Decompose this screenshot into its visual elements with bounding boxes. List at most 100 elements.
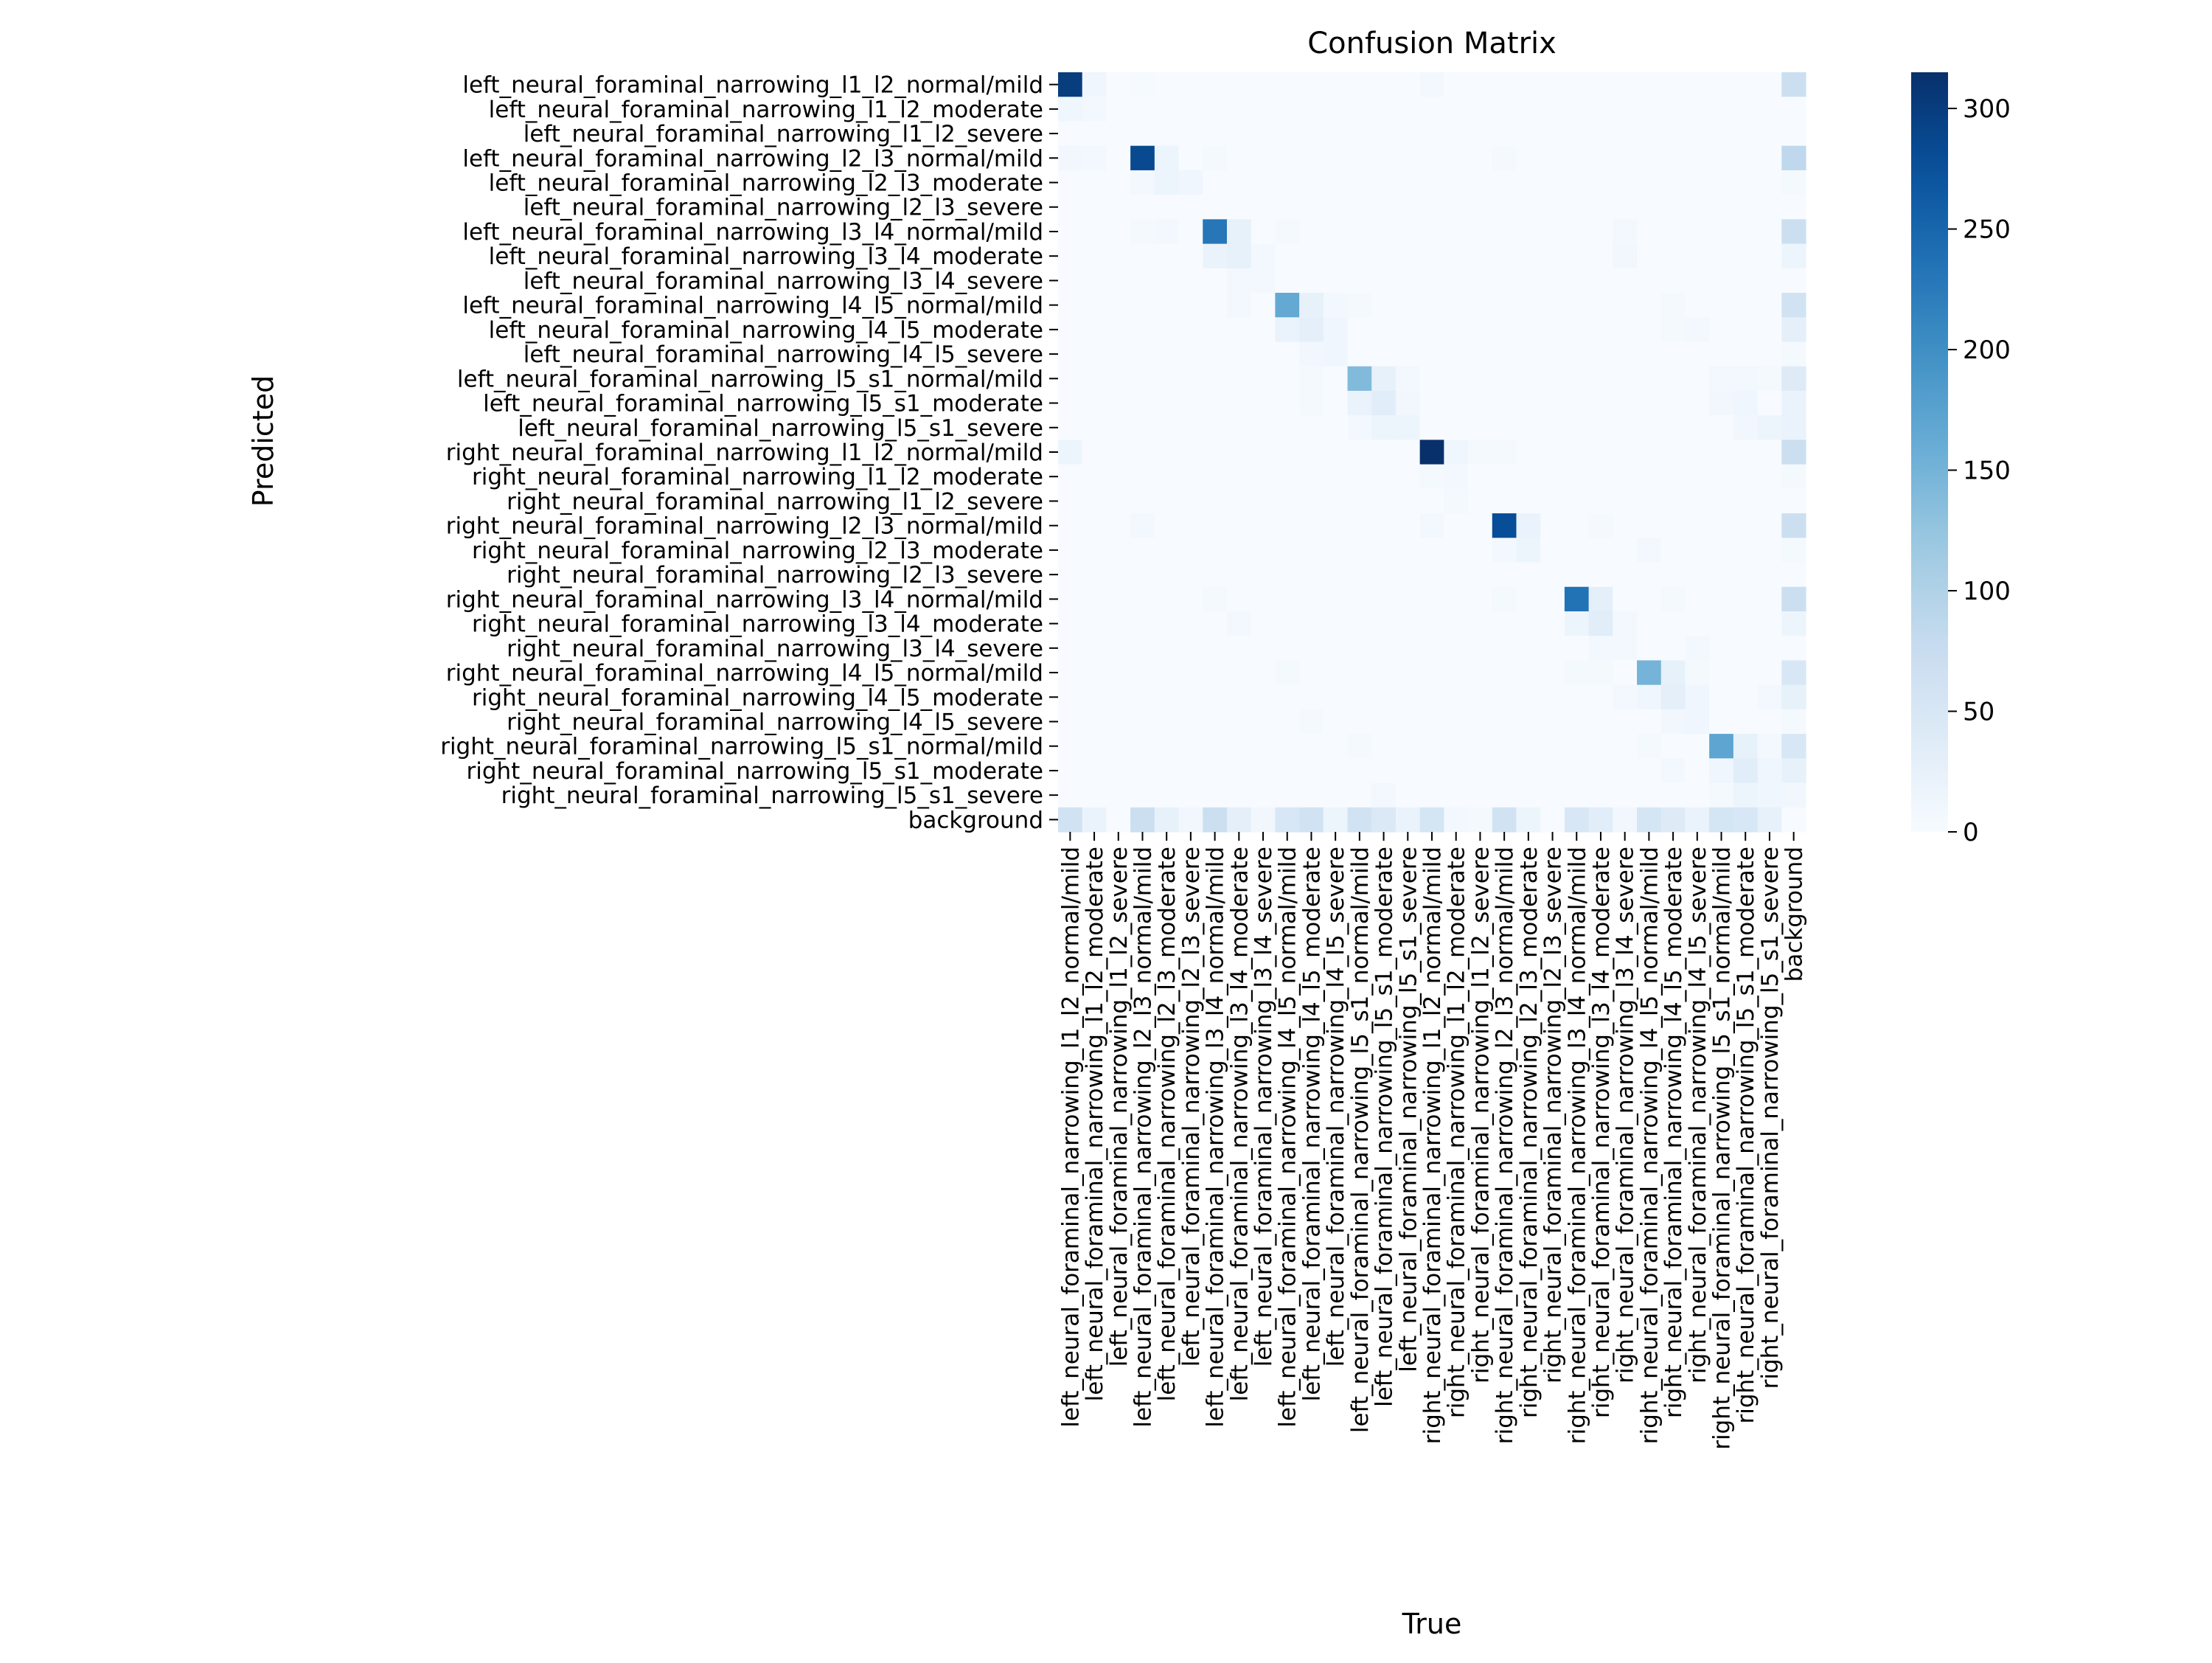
colorbar-tick-label: 250 <box>1963 215 2011 245</box>
heatmap-cell <box>1637 415 1662 440</box>
y-tick-label: left_neural_foraminal_narrowing_l1_l2_no… <box>462 72 1043 99</box>
heatmap-cell <box>1106 807 1131 833</box>
heatmap-cell <box>1660 243 1686 269</box>
heatmap-cell <box>1492 72 1517 97</box>
heatmap-cell <box>1299 219 1324 245</box>
heatmap-cell <box>1106 709 1131 735</box>
heatmap-cell <box>1468 513 1493 538</box>
heatmap-cell <box>1323 440 1349 465</box>
heatmap-cell <box>1371 684 1397 710</box>
heatmap-cell <box>1226 660 1252 686</box>
heatmap-cell <box>1395 513 1421 538</box>
heatmap-cell <box>1516 684 1541 710</box>
heatmap-cell <box>1106 415 1131 440</box>
heatmap-cell <box>1709 97 1734 122</box>
heatmap-cell <box>1613 317 1638 343</box>
heatmap-cell <box>1226 145 1252 171</box>
heatmap-cell <box>1371 709 1397 735</box>
heatmap-cell <box>1058 562 1083 588</box>
heatmap-cell <box>1540 97 1565 122</box>
heatmap-cell <box>1444 390 1469 416</box>
x-tick-label: left_neural_foraminal_narrowing_l3_l4_se… <box>1251 847 1277 1367</box>
heatmap-cell <box>1419 97 1444 122</box>
y-tick-label: left_neural_foraminal_narrowing_l3_l4_no… <box>462 219 1043 246</box>
heatmap-cell <box>1516 268 1541 294</box>
heatmap-cell <box>1660 440 1686 465</box>
heatmap-cell <box>1154 807 1180 833</box>
heatmap-cell <box>1154 636 1180 662</box>
heatmap-cell <box>1395 758 1421 784</box>
heatmap-cell <box>1299 488 1324 514</box>
heatmap-cell <box>1251 684 1276 710</box>
heatmap-cell <box>1299 72 1324 97</box>
heatmap-cell <box>1226 97 1252 122</box>
heatmap-cell <box>1226 415 1252 440</box>
heatmap-cell <box>1781 538 1806 563</box>
x-tick-label: right_neural_foraminal_narrowing_l5_s1_m… <box>1733 847 1759 1424</box>
heatmap-cell <box>1251 758 1276 784</box>
x-tick-label: left_neural_foraminal_narrowing_l3_l4_no… <box>1203 847 1229 1428</box>
heatmap-cell <box>1130 195 1155 220</box>
heatmap-cell <box>1082 121 1107 147</box>
heatmap-cell <box>1106 293 1131 318</box>
heatmap-cell <box>1564 219 1590 245</box>
heatmap-cell <box>1660 219 1686 245</box>
heatmap-cell <box>1275 488 1300 514</box>
heatmap-cell <box>1106 636 1131 662</box>
heatmap-cell <box>1685 415 1710 440</box>
y-tick-label: left_neural_foraminal_narrowing_l5_s1_se… <box>518 415 1043 442</box>
heatmap-cell <box>1347 464 1372 490</box>
heatmap-cell <box>1685 488 1710 514</box>
heatmap-cell <box>1733 440 1759 465</box>
heatmap-cell <box>1275 341 1300 367</box>
heatmap-cell <box>1540 440 1565 465</box>
heatmap-cell <box>1395 390 1421 416</box>
heatmap-cell <box>1613 415 1638 440</box>
heatmap-cell <box>1323 709 1349 735</box>
y-tick-label: left_neural_foraminal_narrowing_l3_l4_se… <box>524 268 1043 294</box>
heatmap-cell <box>1781 317 1806 343</box>
heatmap-cell <box>1419 268 1444 294</box>
heatmap-cell <box>1540 293 1565 318</box>
heatmap-cell <box>1516 121 1541 147</box>
heatmap-cell <box>1492 586 1517 612</box>
y-tick-label: left_neural_foraminal_narrowing_l4_l5_mo… <box>489 317 1043 344</box>
heatmap-cell <box>1106 317 1131 343</box>
heatmap-cell <box>1130 488 1155 514</box>
heatmap-cell <box>1419 513 1444 538</box>
heatmap-cell <box>1419 170 1444 195</box>
heatmap-cell <box>1106 562 1131 588</box>
heatmap-cell <box>1371 807 1397 833</box>
heatmap-cell <box>1444 170 1469 195</box>
heatmap-cell <box>1492 488 1517 514</box>
heatmap-cell <box>1395 145 1421 171</box>
heatmap-cell <box>1613 341 1638 367</box>
heatmap-cell <box>1347 684 1372 710</box>
heatmap-cell <box>1226 611 1252 636</box>
heatmap-cell <box>1637 611 1662 636</box>
heatmap-cell <box>1733 538 1759 563</box>
y-tick-label: right_neural_foraminal_narrowing_l5_s1_m… <box>466 758 1043 785</box>
y-tick-label: right_neural_foraminal_narrowing_l1_l2_n… <box>446 440 1043 466</box>
heatmap-cell <box>1492 538 1517 563</box>
heatmap-cell <box>1226 734 1252 759</box>
heatmap-cell <box>1588 684 1613 710</box>
x-tick-label: left_neural_foraminal_narrowing_l1_l2_mo… <box>1082 847 1108 1401</box>
heatmap-cell <box>1588 317 1613 343</box>
heatmap-cell <box>1178 586 1203 612</box>
heatmap-cell <box>1660 684 1686 710</box>
heatmap-cell <box>1178 243 1203 269</box>
heatmap-cell <box>1323 341 1349 367</box>
heatmap-cell <box>1347 562 1372 588</box>
heatmap-cell <box>1299 195 1324 220</box>
heatmap-cell <box>1154 440 1180 465</box>
heatmap-cell <box>1154 734 1180 759</box>
heatmap-cell <box>1058 586 1083 612</box>
heatmap-cell <box>1468 660 1493 686</box>
y-tick-label: left_neural_foraminal_narrowing_l4_l5_se… <box>524 341 1043 368</box>
y-tick-label: left_neural_foraminal_narrowing_l2_l3_no… <box>462 145 1043 172</box>
heatmap-cell <box>1395 97 1421 122</box>
heatmap-cell <box>1082 268 1107 294</box>
heatmap-cell <box>1106 97 1131 122</box>
heatmap-cell <box>1637 121 1662 147</box>
